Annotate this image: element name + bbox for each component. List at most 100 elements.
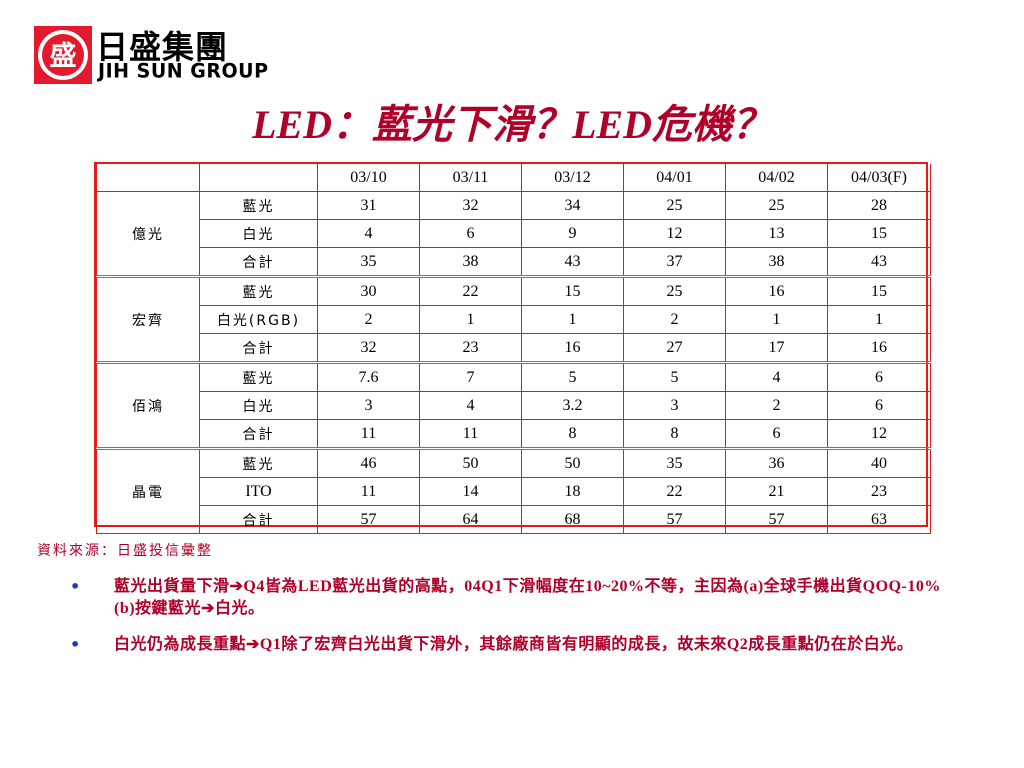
column-header: 03/12 — [521, 164, 624, 192]
value-cell: 12 — [623, 219, 726, 248]
value-cell: 6 — [827, 361, 931, 392]
value-cell: 15 — [827, 275, 931, 306]
value-cell: 8 — [623, 419, 726, 449]
value-cell: 16 — [827, 333, 931, 363]
company-logo: 盛 日盛集團 JIH SUN GROUP — [34, 24, 268, 86]
column-header — [96, 164, 200, 192]
value-cell: 25 — [623, 191, 726, 220]
value-cell: 57 — [623, 505, 726, 534]
table-row: 白光 3 4 3.2 3 2 6 — [97, 391, 931, 420]
bullet-text: 白光仍為成長重點➔Q1除了宏齊白光出貨下滑外，其餘廠商皆有明顯的成長，故未來Q2… — [114, 636, 914, 653]
column-header: 03/10 — [317, 164, 420, 192]
table-row: 合計 11 11 8 8 6 12 — [97, 419, 931, 449]
table-row: 白光 4 6 9 12 13 15 — [97, 219, 931, 248]
logo-name-chinese: 日盛集團 — [96, 28, 229, 66]
value-cell: 4 — [725, 361, 828, 392]
value-cell: 1 — [419, 305, 522, 334]
value-cell: 22 — [623, 477, 726, 506]
company-emblem-icon: 盛 — [34, 26, 92, 84]
value-cell: 30 — [317, 275, 420, 306]
value-cell: 11 — [317, 419, 420, 449]
table-row: ITO 11 14 18 22 21 23 — [97, 477, 931, 506]
value-cell: 40 — [827, 447, 931, 478]
bullet-text: 藍光出貨量下滑➔Q4皆為LED藍光出貨的高點，04Q1下滑幅度在10~20%不等… — [114, 578, 941, 617]
value-cell: 17 — [725, 333, 828, 363]
bullet-marker: • — [70, 577, 81, 596]
company-name-cell: 億光 — [96, 191, 200, 277]
value-cell: 1 — [827, 305, 931, 334]
value-cell: 15 — [827, 219, 931, 248]
column-header: 04/02 — [725, 164, 828, 192]
value-cell: 57 — [317, 505, 420, 534]
column-header: 04/03(F) — [827, 164, 931, 192]
row-label-cell: 合計 — [199, 419, 318, 449]
row-label-cell: 合計 — [199, 247, 318, 277]
row-label-cell: 藍光 — [199, 361, 318, 392]
value-cell: 3 — [623, 391, 726, 420]
row-label-cell: 藍光 — [199, 191, 318, 220]
table-row: 合計 35 38 43 37 38 43 — [97, 247, 931, 277]
row-label-cell: 白光 — [199, 391, 318, 420]
value-cell: 13 — [725, 219, 828, 248]
shipment-table-container: 03/10 03/11 03/12 04/01 04/02 04/03(F) 億光 藍光 31 3… — [94, 162, 931, 534]
value-cell: 2 — [725, 391, 828, 420]
value-cell: 15 — [521, 275, 624, 306]
value-cell: 4 — [317, 219, 420, 248]
value-cell: 23 — [419, 333, 522, 363]
value-cell: 25 — [725, 191, 828, 220]
value-cell: 36 — [725, 447, 828, 478]
company-name-cell: 晶電 — [96, 447, 200, 534]
company-name-cell: 宏齊 — [96, 275, 200, 363]
logo-name-english: JIH SUN GROUP — [98, 59, 269, 83]
bullet-item: • 白光仍為成長重點➔Q1除了宏齊白光出貨下滑外，其餘廠商皆有明顯的成長，故未來… — [70, 634, 950, 656]
slide-title: LED：藍光下滑？LED危機？ — [252, 102, 772, 147]
value-cell: 1 — [725, 305, 828, 334]
value-cell: 50 — [419, 447, 522, 478]
value-cell: 6 — [725, 419, 828, 449]
table-row: 晶電 藍光 46 50 50 35 36 40 — [96, 447, 931, 534]
company-name-cell: 佰鴻 — [96, 361, 200, 449]
row-label-cell: 藍光 — [199, 275, 318, 306]
value-cell: 38 — [725, 247, 828, 277]
value-cell: 35 — [623, 447, 726, 478]
table-row: 白光(RGB) 2 1 1 2 1 1 — [97, 305, 931, 334]
value-cell: 3.2 — [521, 391, 624, 420]
value-cell: 9 — [521, 219, 624, 248]
value-cell: 38 — [419, 247, 522, 277]
row-label-cell: 白光(RGB) — [199, 305, 318, 334]
row-label-cell: ITO — [199, 477, 318, 506]
value-cell: 16 — [521, 333, 624, 363]
value-cell: 23 — [827, 477, 931, 506]
row-label-cell: 合計 — [199, 333, 318, 363]
value-cell: 32 — [317, 333, 420, 363]
value-cell: 11 — [419, 419, 522, 449]
value-cell: 21 — [725, 477, 828, 506]
column-header: 04/01 — [623, 164, 726, 192]
value-cell: 7.6 — [317, 361, 420, 392]
value-cell: 2 — [317, 305, 420, 334]
value-cell: 16 — [725, 275, 828, 306]
table-row: 宏齊 藍光 30 22 15 25 16 15 — [96, 275, 931, 363]
value-cell: 25 — [623, 275, 726, 306]
column-header — [199, 164, 318, 192]
value-cell: 35 — [317, 247, 420, 277]
column-header: 03/11 — [419, 164, 522, 192]
value-cell: 11 — [317, 477, 420, 506]
row-label-cell: 白光 — [199, 219, 318, 248]
bullet-marker: • — [70, 635, 81, 654]
value-cell: 28 — [827, 191, 931, 220]
value-cell: 22 — [419, 275, 522, 306]
value-cell: 14 — [419, 477, 522, 506]
value-cell: 5 — [521, 361, 624, 392]
value-cell: 43 — [521, 247, 624, 277]
value-cell: 34 — [521, 191, 624, 220]
value-cell: 68 — [521, 505, 624, 534]
table-row: 佰鴻 藍光 7.6 7 5 5 4 6 — [96, 361, 931, 449]
value-cell: 6 — [827, 391, 931, 420]
table-row: 億光 藍光 31 32 34 25 25 28 — [96, 191, 931, 277]
bullet-item: • 藍光出貨量下滑➔Q4皆為LED藍光出貨的高點，04Q1下滑幅度在10~20%… — [70, 576, 950, 620]
table-row: 合計 32 23 16 27 17 16 — [97, 333, 931, 363]
value-cell: 5 — [623, 361, 726, 392]
value-cell: 18 — [521, 477, 624, 506]
